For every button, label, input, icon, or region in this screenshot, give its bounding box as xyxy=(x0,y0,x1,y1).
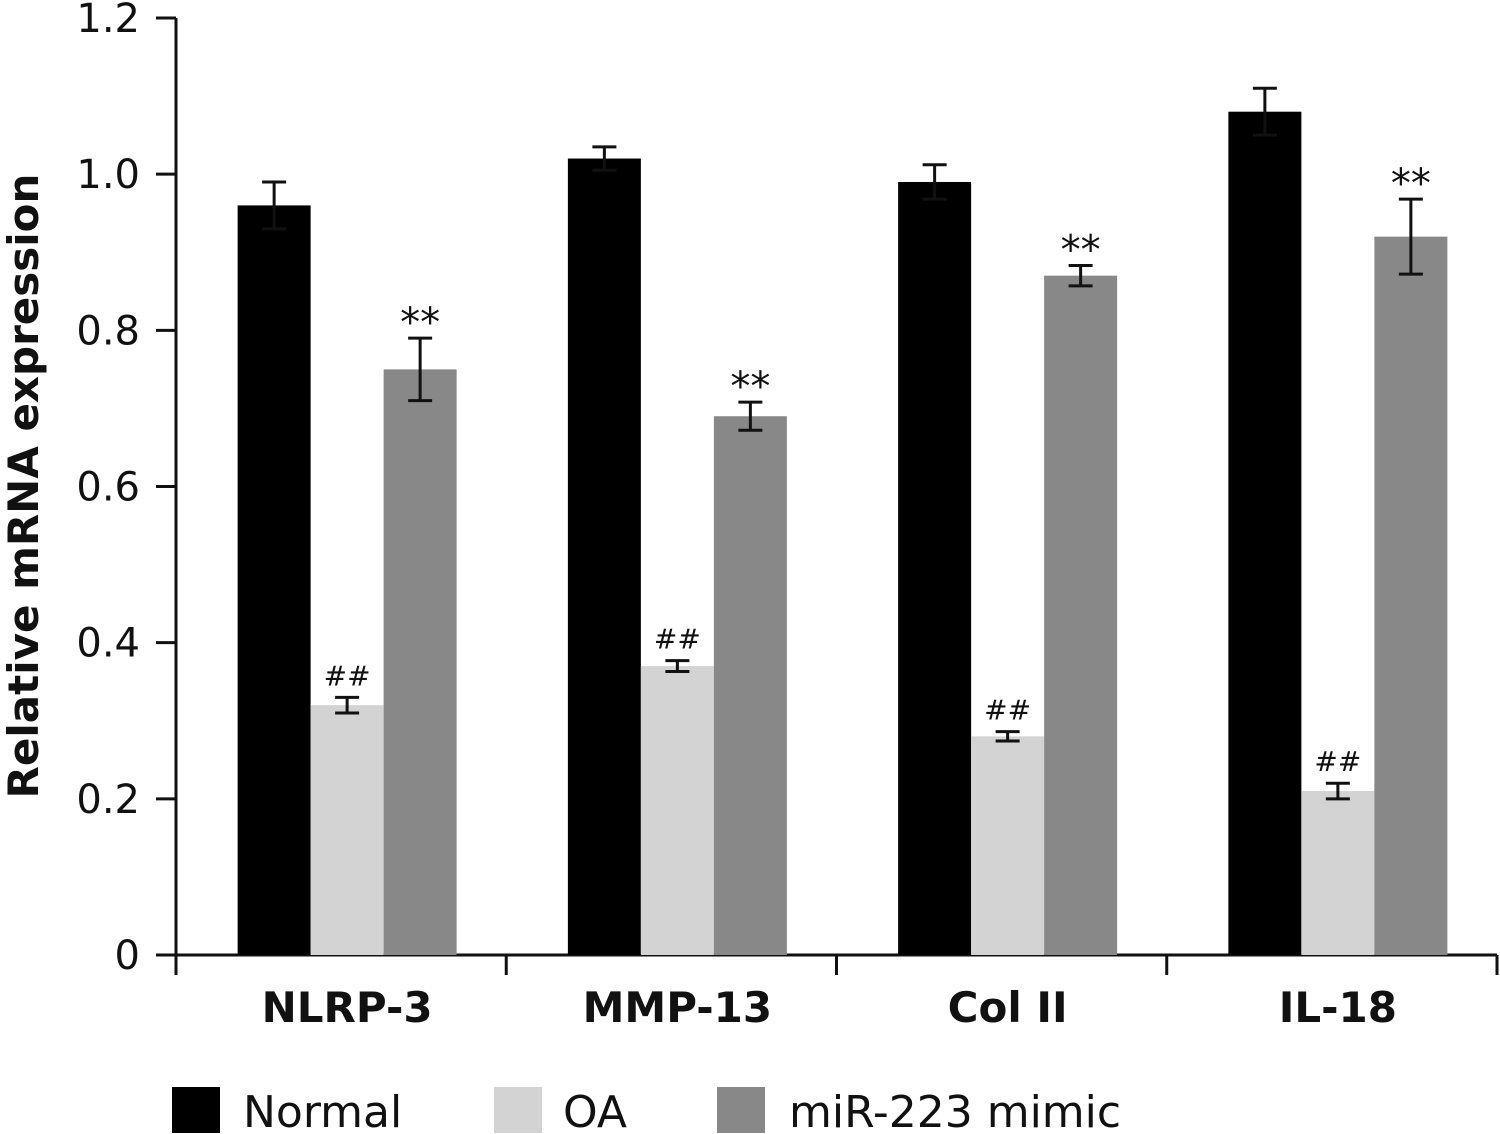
y-axis-title: Relative mRNA expression xyxy=(0,174,48,799)
legend: Normal OA miR-223 mimic xyxy=(172,1087,1121,1134)
bar xyxy=(1301,791,1375,955)
significance-annotations: ## ** ## ** ## ** ## ** xyxy=(324,161,1431,778)
legend-swatch xyxy=(172,1087,220,1133)
x-tick-label: IL-18 xyxy=(1279,983,1397,1032)
y-tick-label: 1.0 xyxy=(76,152,140,198)
bar xyxy=(713,416,787,956)
bar xyxy=(1044,275,1118,955)
significance-annotation: ** xyxy=(1061,228,1101,274)
significance-annotation: ## xyxy=(1314,745,1361,778)
error-bars xyxy=(262,86,1423,801)
y-tick-label: 0 xyxy=(115,933,140,979)
y-tick-label: 0.6 xyxy=(76,465,140,511)
y-tick-label: 0.4 xyxy=(76,621,140,667)
bar xyxy=(237,205,311,955)
significance-annotation: ** xyxy=(1391,161,1431,207)
legend-label: Normal xyxy=(243,1087,402,1134)
bar xyxy=(1228,111,1302,955)
x-tick-label: Col II xyxy=(948,983,1068,1032)
bar xyxy=(310,705,384,955)
y-tick-label: 0.8 xyxy=(76,308,140,354)
bar xyxy=(383,369,457,955)
legend-swatch xyxy=(717,1087,765,1133)
bar xyxy=(971,736,1045,955)
bars xyxy=(237,111,1448,956)
axes: 0 0.2 0.4 0.6 0.8 1.0 1.2 NLRP-3 MMP-13 Col II IL-… xyxy=(76,0,1499,1032)
significance-annotation: ** xyxy=(730,364,770,410)
y-tick-label: 0.2 xyxy=(76,777,140,823)
significance-annotation: ## xyxy=(654,623,701,656)
bar xyxy=(567,158,641,956)
legend-swatch xyxy=(494,1087,542,1133)
legend-label: miR-223 mimic xyxy=(789,1087,1121,1134)
bar xyxy=(1374,236,1448,956)
y-axis-title-group: Relative mRNA expression xyxy=(0,174,48,799)
legend-label: OA xyxy=(563,1087,627,1134)
significance-annotation: ## xyxy=(984,694,1031,727)
bar xyxy=(898,181,972,956)
significance-annotation: ## xyxy=(324,659,371,692)
y-tick-label: 1.2 xyxy=(76,0,140,42)
x-tick-label: MMP-13 xyxy=(583,983,773,1032)
x-tick-label: NLRP-3 xyxy=(262,983,433,1032)
bar xyxy=(640,666,714,955)
significance-annotation: ** xyxy=(400,300,440,346)
